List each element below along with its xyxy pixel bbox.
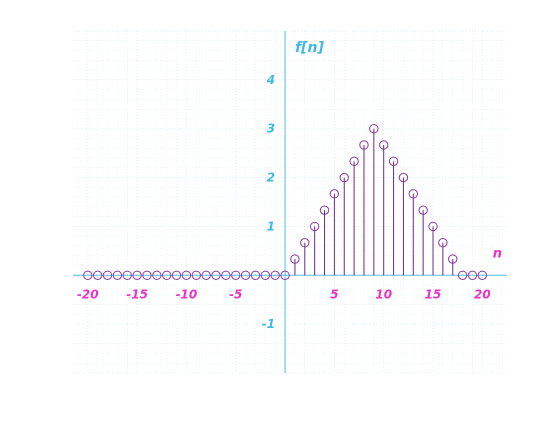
stem-marker	[92, 270, 103, 280]
x-tick-label: -20	[77, 287, 99, 301]
axes	[73, 31, 507, 373]
x-tick-label: 20	[474, 287, 491, 301]
stem-marker	[398, 172, 409, 183]
y-tick-label: 2	[267, 171, 275, 185]
stem-marker	[408, 189, 418, 199]
stem-marker	[83, 270, 93, 280]
x-tick-label: 5	[330, 287, 338, 301]
stem-marker	[181, 270, 192, 280]
stem-marker	[359, 140, 369, 150]
stems	[83, 124, 488, 280]
stem-marker	[388, 156, 399, 167]
tick-labels: -20 -15 -10 -5 5 10 15 20 -1 1 2 3 4	[77, 73, 491, 331]
stem-marker	[260, 270, 271, 280]
stem-marker	[221, 270, 231, 280]
stem-marker	[418, 205, 428, 215]
x-tick-label: -5	[229, 287, 242, 301]
stem-marker	[329, 189, 340, 199]
stem-marker	[171, 270, 182, 280]
y-tick-label: -1	[262, 317, 275, 331]
y-tick-label: 1	[267, 219, 275, 233]
x-axis-label: n	[493, 246, 502, 261]
x-tick-label: 15	[425, 287, 442, 301]
stem-marker	[152, 270, 162, 280]
stem-marker	[477, 270, 488, 280]
stem-marker	[428, 221, 438, 232]
stem-marker	[467, 270, 478, 280]
stem-marker	[309, 221, 320, 232]
y-axis-label: f[n]	[295, 40, 324, 56]
stem-marker	[280, 270, 290, 280]
stem-marker	[319, 205, 330, 215]
x-tick-label: -10	[176, 287, 198, 301]
stem-marker	[438, 237, 448, 248]
stem-marker	[142, 270, 152, 280]
stem-marker	[240, 270, 251, 280]
stem-marker	[211, 270, 221, 280]
stem-marker	[122, 270, 132, 280]
y-tick-label: 3	[267, 122, 275, 136]
stem-marker	[102, 270, 113, 280]
stem-marker	[339, 172, 349, 183]
stem-marker	[201, 270, 211, 280]
stem-marker	[379, 140, 389, 150]
stem-marker	[349, 156, 359, 167]
stem-marker	[457, 270, 468, 280]
x-tick-label: -15	[126, 287, 148, 301]
grid	[73, 30, 507, 374]
stem-marker	[162, 270, 172, 280]
stem-marker	[231, 270, 241, 280]
stem-marker	[191, 270, 201, 280]
y-tick-label: 4	[266, 73, 275, 87]
stem-marker	[290, 254, 300, 264]
stem-marker	[132, 270, 142, 280]
x-tick-label: 10	[375, 287, 392, 301]
stem-marker	[300, 237, 310, 248]
stem-marker	[270, 270, 280, 280]
stem-marker	[448, 254, 458, 264]
stem-marker	[369, 124, 379, 134]
stem-marker	[250, 270, 261, 280]
stem-marker	[112, 270, 123, 280]
